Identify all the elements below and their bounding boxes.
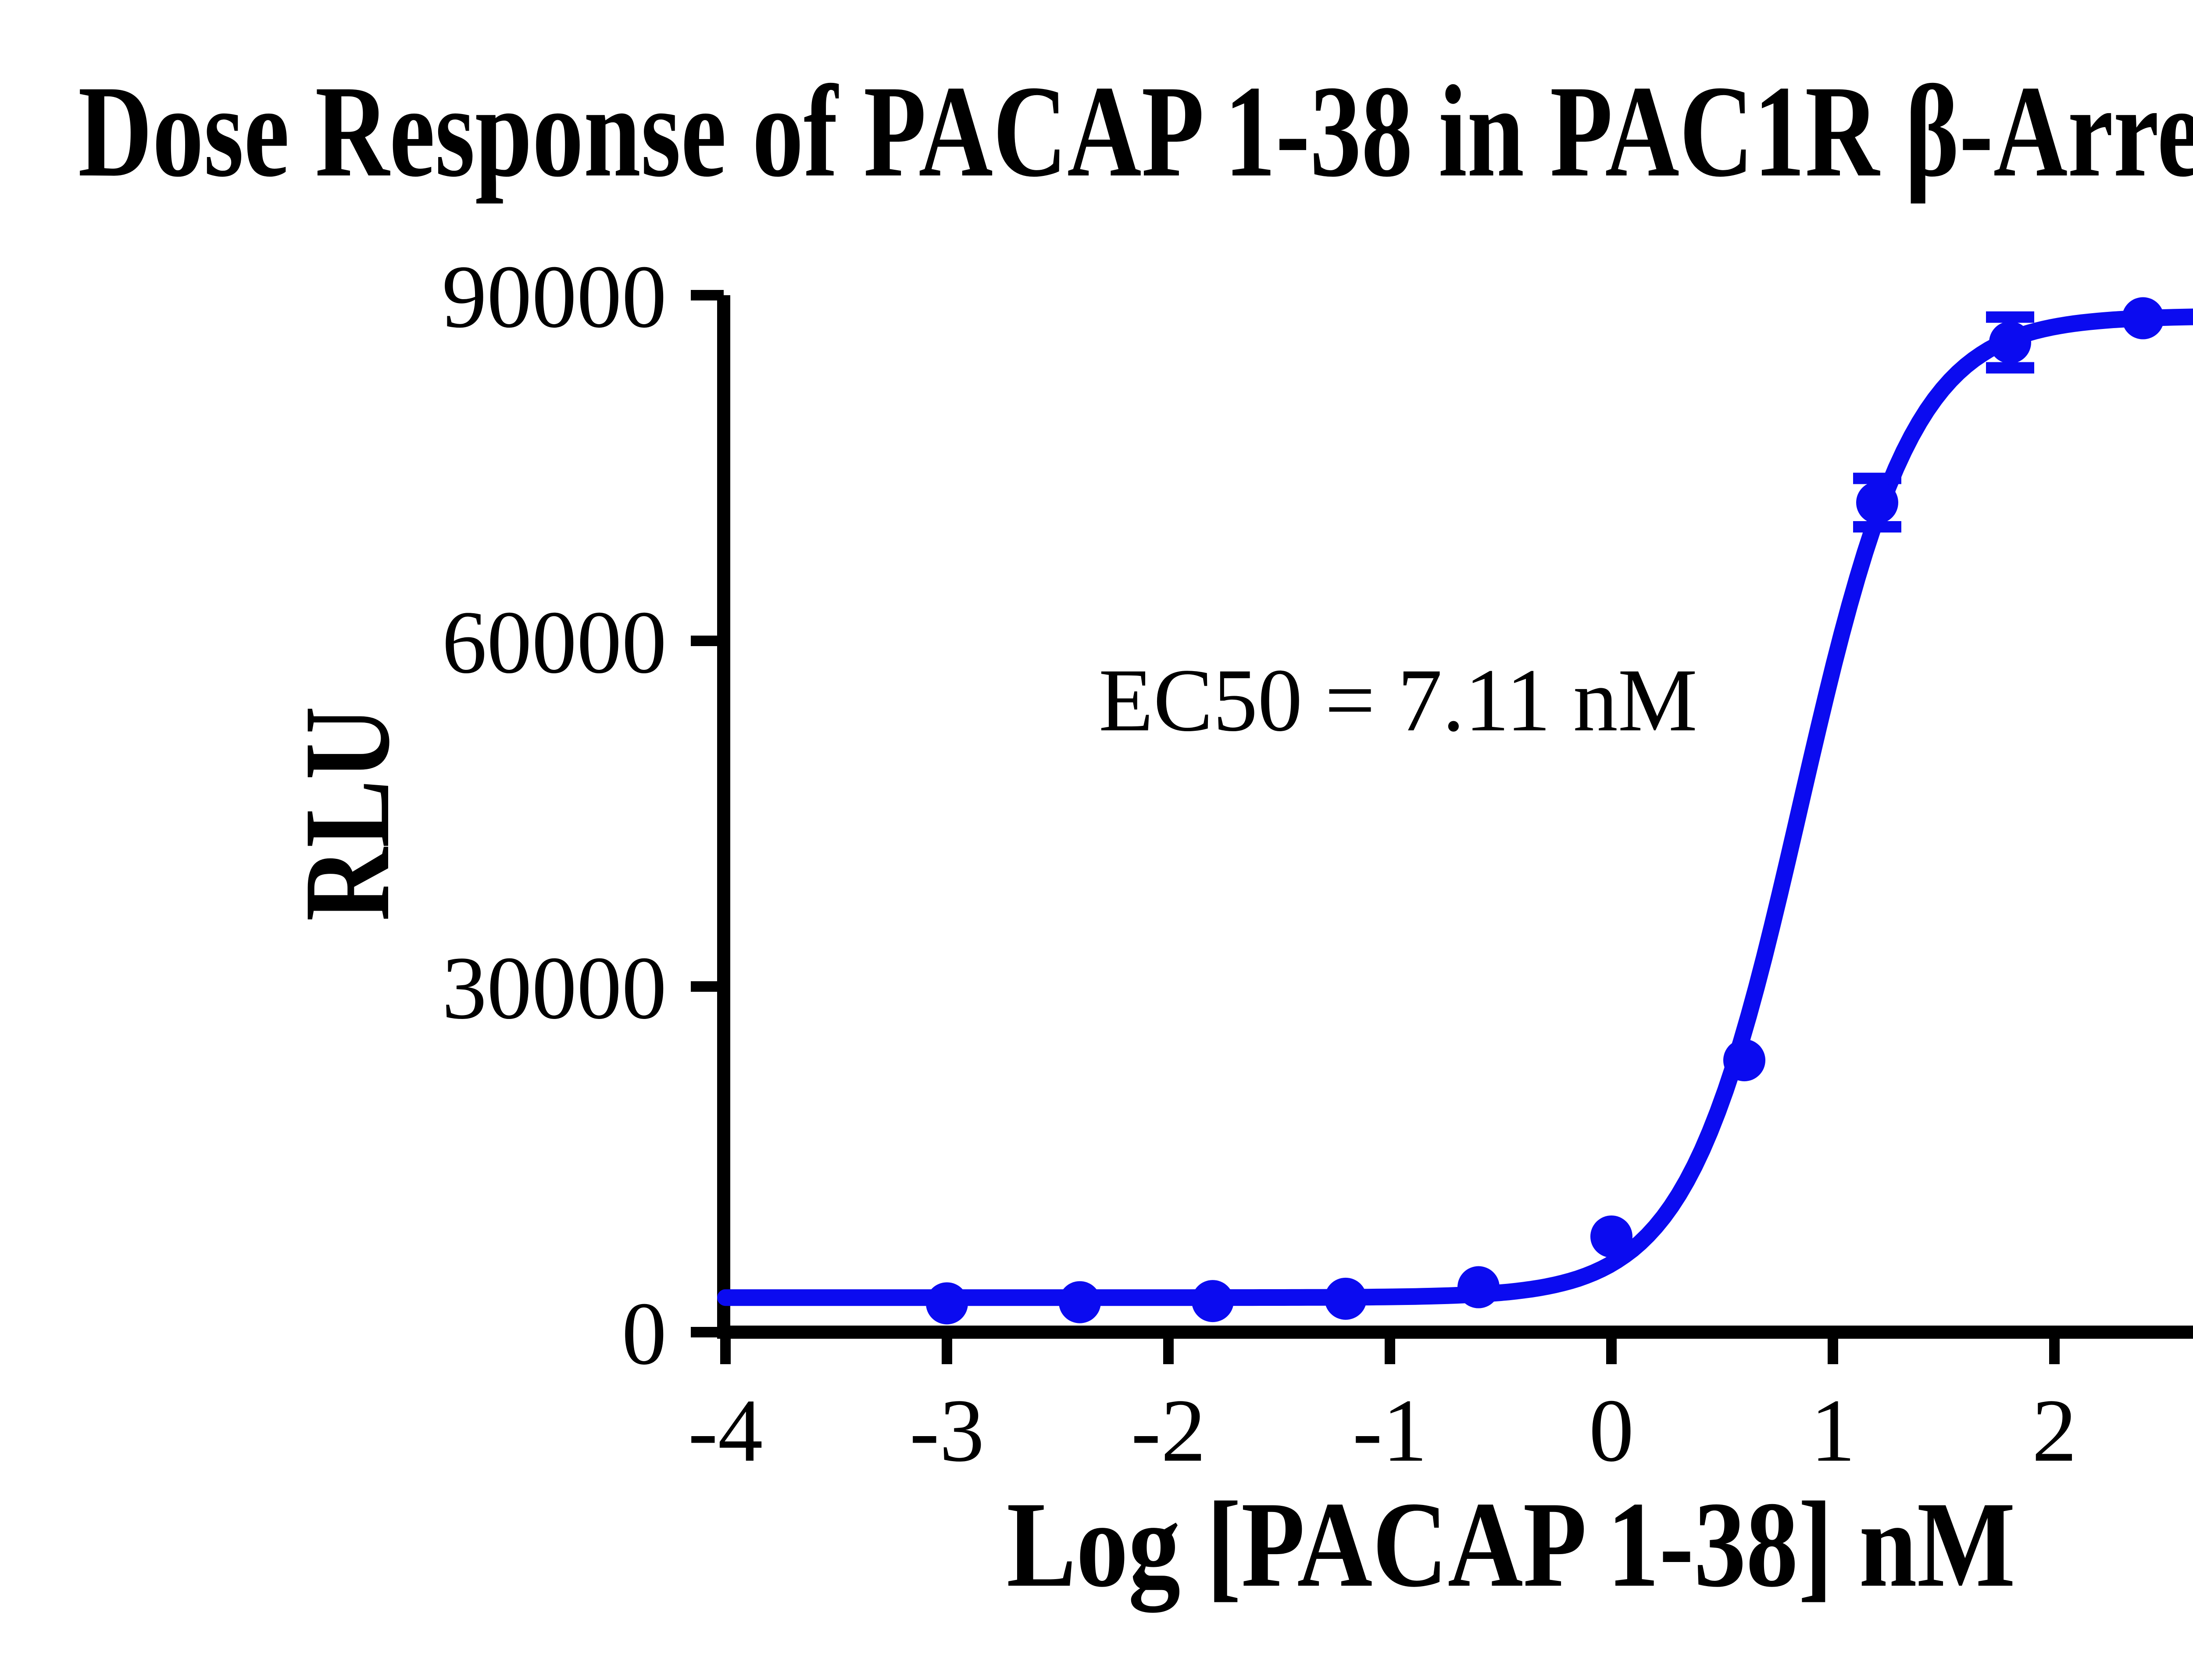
data-point-marker <box>1856 481 1898 524</box>
y-tick-label: 30000 <box>442 938 667 1038</box>
y-tick-label: 90000 <box>442 247 667 347</box>
data-point-marker <box>1059 1281 1101 1323</box>
x-tick-label: -2 <box>1131 1381 1206 1480</box>
data-point-marker <box>1989 321 2031 364</box>
y-tick-label: 60000 <box>442 593 667 692</box>
y-axis-title: RLU <box>279 706 415 921</box>
data-point-marker <box>1192 1280 1234 1323</box>
x-tick-label: 1 <box>1811 1381 1856 1480</box>
chart-title: Dose Response of PACAP 1-38 in PAC1R β-A… <box>78 58 2193 204</box>
data-point-marker <box>1457 1266 1500 1308</box>
x-axis-title: Log [PACAP 1-38] nM <box>1007 1476 2015 1615</box>
x-tick-label: -1 <box>1353 1381 1428 1480</box>
x-tick-label: 2 <box>2032 1381 2077 1480</box>
x-tick-label: 0 <box>1589 1381 1634 1480</box>
ec50-annotation: EC50 = 7.11 nM <box>1099 651 1697 750</box>
x-tick-label: -4 <box>688 1381 763 1480</box>
y-tick-label: 0 <box>622 1284 667 1383</box>
data-point-marker <box>1590 1215 1632 1258</box>
data-point-marker <box>926 1282 968 1325</box>
data-point-marker <box>1325 1277 1367 1320</box>
x-tick-label: -3 <box>910 1381 985 1480</box>
data-point-marker <box>1723 1039 1765 1082</box>
data-point-marker <box>2122 297 2164 340</box>
series-pacap-1-38 <box>717 297 2193 1325</box>
dose-response-fit-curve <box>717 308 2193 1306</box>
